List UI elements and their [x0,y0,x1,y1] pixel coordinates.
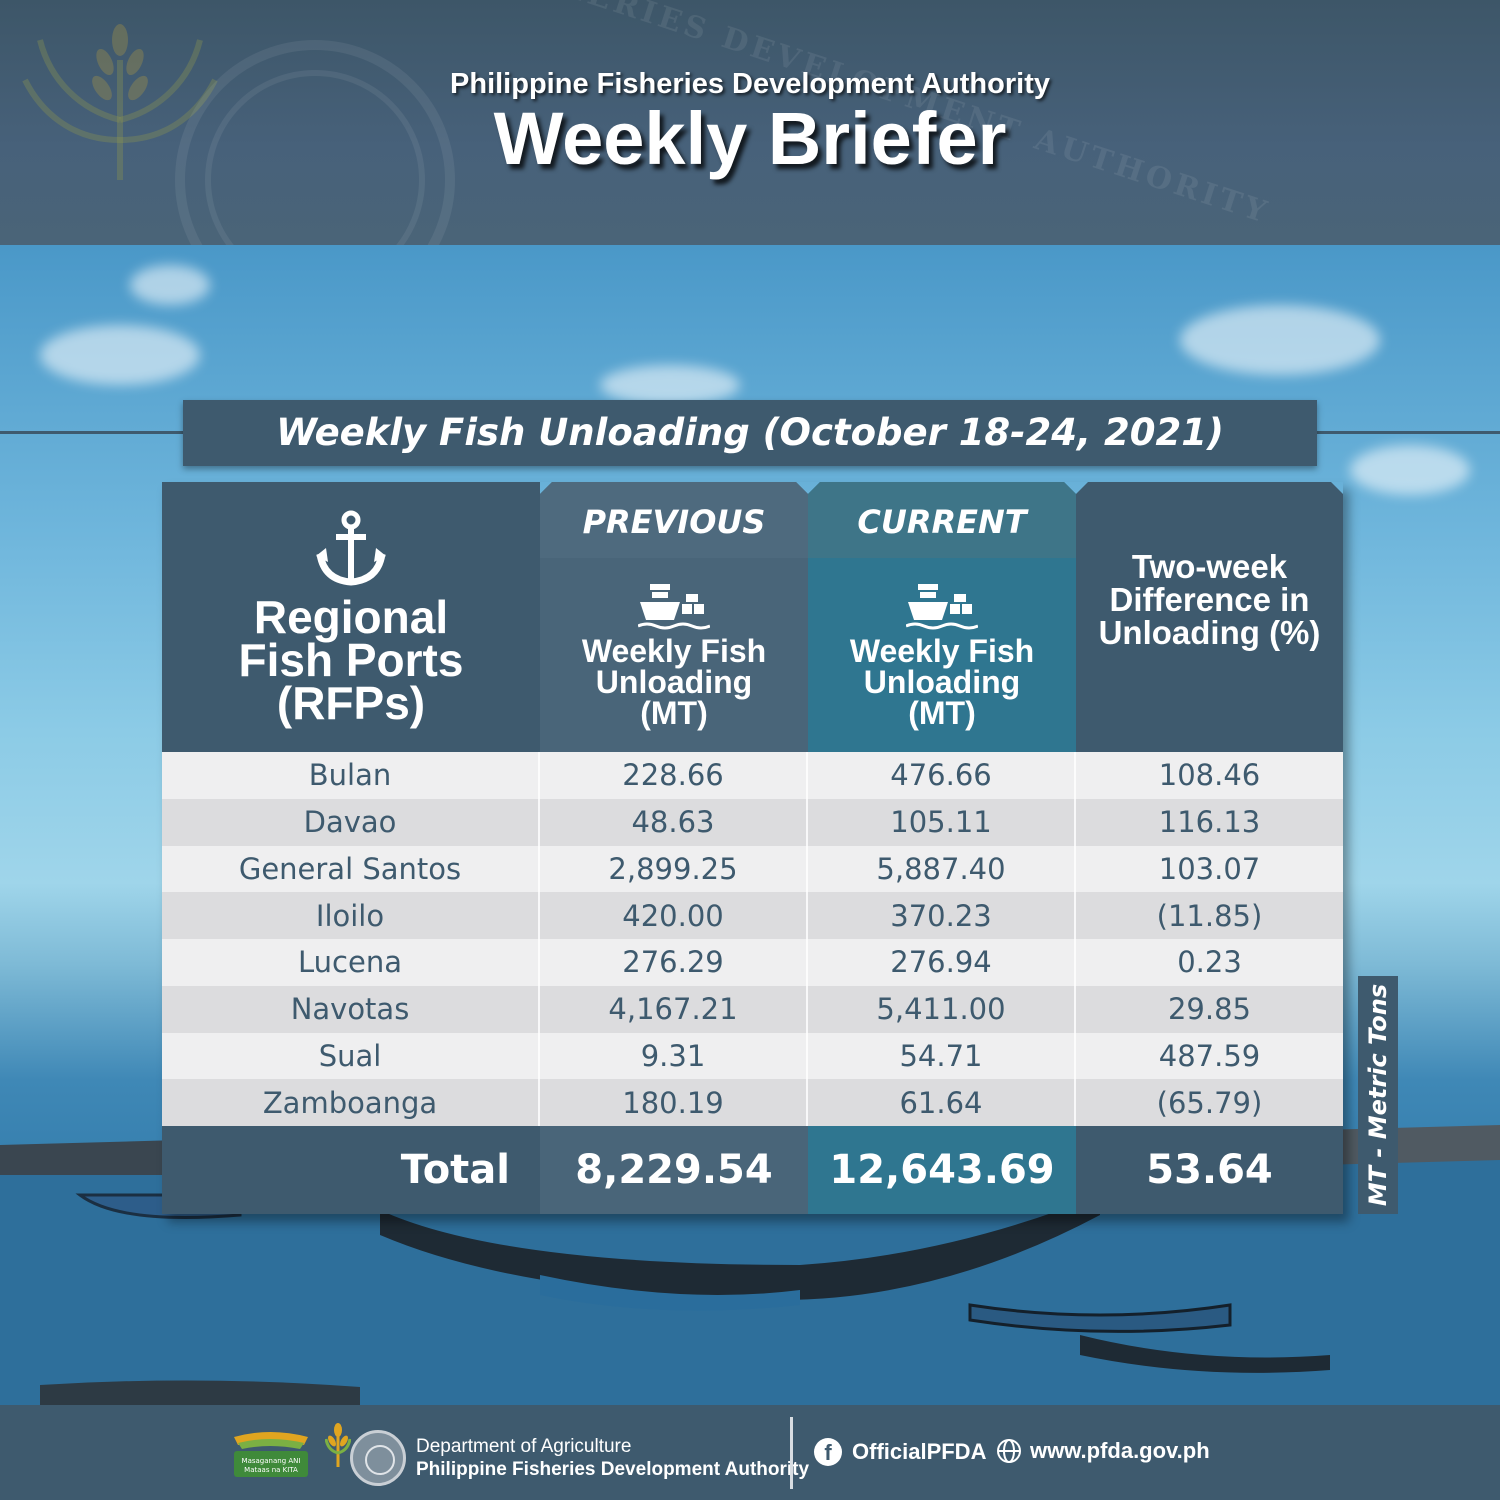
ani-kita-logo: Masaganang ANI Mataas na KITA [234,1432,308,1477]
header-rfp-label: Regional Fish Ports (RFPs) [238,591,464,729]
title-guide-left [0,431,190,434]
previous-value: 420.00 [540,892,808,939]
cargo-ship-icon [906,582,978,632]
facebook-link[interactable]: f OfficialPFDA [814,1438,986,1466]
previous-value: 48.63 [540,798,808,846]
header-diff: Two-week Difference in Unloading (%) [1076,482,1343,752]
da-wheat-logo [325,1423,351,1467]
table-row: Zamboanga 180.19 61.64 (65.79) [162,1079,1343,1126]
current-value: 476.66 [808,752,1076,799]
table-title: Weekly Fish Unloading (October 18-24, 20… [276,411,1224,454]
diff-value: 29.85 [1167,992,1252,1027]
title-guide-right [1310,431,1500,434]
wheat-logo-watermark [22,24,218,180]
diff-value: 487.59 [1158,1038,1261,1073]
current-value: 5,411.00 [808,985,1076,1033]
department-names: Department of Agriculture Philippine Fis… [416,1435,809,1481]
svg-text:Mataas na KITA: Mataas na KITA [244,1466,298,1474]
pfda-seal-logo [350,1430,406,1486]
diff-value: 103.07 [1158,851,1261,886]
units-note-text: MT - Metric Tons [1364,983,1392,1207]
diff-value: (65.79) [1156,1085,1263,1120]
header-previous-label: PREVIOUS [540,482,808,558]
current-value: 61.64 [808,1079,1076,1126]
svg-text:Masaganang ANI: Masaganang ANI [242,1457,301,1465]
port-name: Davao [162,798,540,846]
footer: Masaganang ANI Mataas na KITA Department… [0,1405,1500,1500]
website-link[interactable]: www.pfda.gov.ph [996,1438,1210,1464]
table-row: General Santos 2,899.25 5,887.40 103.07 [162,845,1343,893]
header-rfp: Regional Fish Ports (RFPs) [162,482,540,752]
header-current-label: CURRENT [808,482,1076,558]
fish-unloading-table: Regional Fish Ports (RFPs) PREVIOUS Week… [162,482,1343,1214]
header-previous: PREVIOUS Weekly Fish Unloading (MT) [540,482,808,752]
port-name: Lucena [162,939,540,986]
table-row: Sual 9.31 54.71 487.59 [162,1032,1343,1080]
header-title: Weekly Briefer [493,97,1007,180]
table-row: Navotas 4,167.21 5,411.00 29.85 [162,985,1343,1033]
port-name: Navotas [162,985,540,1033]
table-row: Bulan 228.66 476.66 108.46 [162,752,1343,799]
seal-watermark-outer [175,40,455,245]
previous-value: 9.31 [540,1032,808,1080]
diff-value: 108.46 [1158,758,1261,793]
facebook-handle: OfficialPFDA [852,1439,987,1464]
table-header: Regional Fish Ports (RFPs) PREVIOUS Week… [162,482,1343,752]
port-name: Bulan [162,752,540,799]
header-banner: PHILIPPINE FISHERIES DEVELOPMENT AUTHORI… [0,0,1500,245]
table-row: Davao 48.63 105.11 116.13 [162,798,1343,846]
diff-value: (11.85) [1156,898,1263,933]
dept-line-2: Philippine Fisheries Development Authori… [416,1459,810,1480]
header-diff-label: Two-week Difference in Unloading (%) [1098,548,1321,651]
current-value: 276.94 [808,939,1076,986]
table-body: Bulan 228.66 476.66 108.46 Davao 48.63 1… [162,752,1343,1126]
previous-value: 4,167.21 [540,985,808,1033]
total-current: 12,643.69 [808,1126,1076,1214]
website-url: www.pfda.gov.ph [1030,1438,1210,1463]
table-row: Lucena 276.29 276.94 0.23 [162,939,1343,986]
anchor-icon [316,510,386,586]
port-name: General Santos [162,845,540,893]
units-side-note: MT - Metric Tons [1358,976,1398,1214]
header-previous-unit: Weekly Fish Unloading (MT) [581,633,767,731]
header-current: CURRENT Weekly Fish Unloading (MT) [808,482,1076,752]
total-row: Total 8,229.54 12,643.69 53.64 [162,1126,1343,1214]
total-diff: 53.64 [1076,1126,1343,1214]
seal-watermark-inner [205,70,425,245]
port-name: Zamboanga [162,1079,540,1126]
current-value: 105.11 [808,798,1076,846]
current-value: 370.23 [808,892,1076,939]
cargo-ship-icon [638,582,710,632]
footer-divider [790,1417,793,1489]
previous-value: 180.19 [540,1079,808,1126]
facebook-icon: f [814,1438,842,1466]
port-name: Iloilo [162,892,540,939]
current-value: 54.71 [808,1032,1076,1080]
previous-value: 2,899.25 [540,845,808,893]
table-row: Iloilo 420.00 370.23 (11.85) [162,892,1343,939]
port-name: Sual [162,1032,540,1080]
previous-value: 276.29 [540,939,808,986]
header-current-unit: Weekly Fish Unloading (MT) [849,633,1035,731]
header-org-name: Philippine Fisheries Development Authori… [450,68,1050,100]
diff-value: 0.23 [1177,945,1242,980]
previous-value: 228.66 [540,752,808,799]
current-value: 5,887.40 [808,845,1076,893]
diff-value: 116.13 [1158,805,1261,840]
dept-line-1: Department of Agriculture [416,1436,632,1457]
globe-icon [997,1439,1021,1463]
table-title-bar: Weekly Fish Unloading (October 18-24, 20… [183,400,1317,466]
total-previous: 8,229.54 [540,1126,808,1214]
total-label: Total [162,1126,540,1214]
